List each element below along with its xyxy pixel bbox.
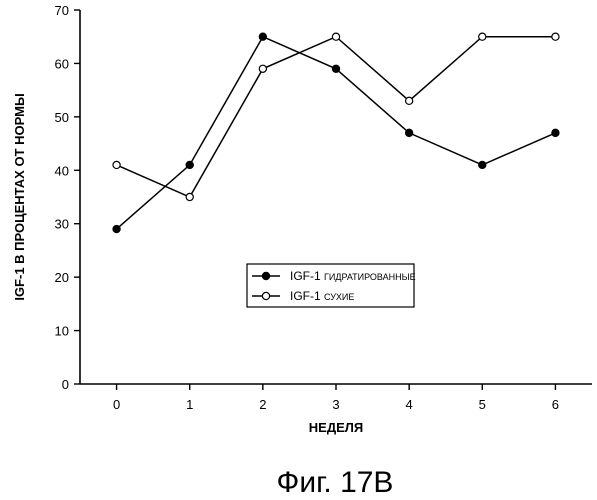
series-1-point: [259, 65, 266, 72]
x-tick-label: 1: [186, 397, 193, 412]
series-group: [113, 33, 559, 233]
x-ticks: 0 1 2 3 4 5 6: [113, 384, 559, 412]
series-line-1: [117, 37, 556, 197]
y-axis-title: IGF-1 В ПРОЦЕНТАХ ОТ НОРМЫ: [12, 93, 27, 300]
series-1-point: [113, 161, 120, 168]
x-tick-label: 4: [406, 397, 413, 412]
legend-label-dry-main: IGF-1: [290, 289, 321, 303]
x-axis-title: НЕДЕЛЯ: [309, 420, 363, 435]
y-tick-label: 10: [55, 324, 69, 339]
y-tick-label: 60: [55, 56, 69, 71]
x-tick-label: 3: [332, 397, 339, 412]
series-0-point: [332, 65, 339, 72]
series-1-point: [479, 33, 486, 40]
legend-label-hydrated-main: IGF-1: [290, 269, 321, 283]
legend-label-hydrated-suffix: ГИДРАТИРОВАННЫЕ: [324, 272, 416, 282]
series-0-point: [406, 129, 413, 136]
series-1-point: [406, 97, 413, 104]
series-0-point: [259, 33, 266, 40]
y-tick-label: 30: [55, 217, 69, 232]
x-tick-label: 5: [479, 397, 486, 412]
legend-marker-dry: [262, 292, 269, 299]
series-0-point: [113, 225, 120, 232]
series-0-point: [186, 161, 193, 168]
legend-label-dry-suffix: СУХИЕ: [324, 292, 354, 302]
x-tick-label: 0: [113, 397, 120, 412]
legend: IGF-1 ГИДРАТИРОВАННЫЕ IGF-1 СУХИЕ: [247, 264, 416, 307]
y-tick-label: 20: [55, 270, 69, 285]
legend-label-dry: IGF-1 СУХИЕ: [290, 289, 354, 303]
series-1-point: [552, 33, 559, 40]
series-1-point: [186, 193, 193, 200]
figure-caption: Фиг. 17В: [277, 466, 394, 499]
x-tick-label: 2: [259, 397, 266, 412]
x-tick-label: 6: [552, 397, 559, 412]
series-0-point: [479, 161, 486, 168]
series-1-point: [332, 33, 339, 40]
legend-label-hydrated: IGF-1 ГИДРАТИРОВАННЫЕ: [290, 269, 416, 283]
y-tick-label: 0: [62, 377, 69, 392]
series-0-point: [552, 129, 559, 136]
legend-marker-hydrated: [262, 272, 269, 279]
y-tick-label: 40: [55, 163, 69, 178]
y-tick-label: 50: [55, 110, 69, 125]
y-ticks: 0 10 20 30 40 50 60 70: [55, 3, 80, 392]
y-tick-label: 70: [55, 3, 69, 18]
